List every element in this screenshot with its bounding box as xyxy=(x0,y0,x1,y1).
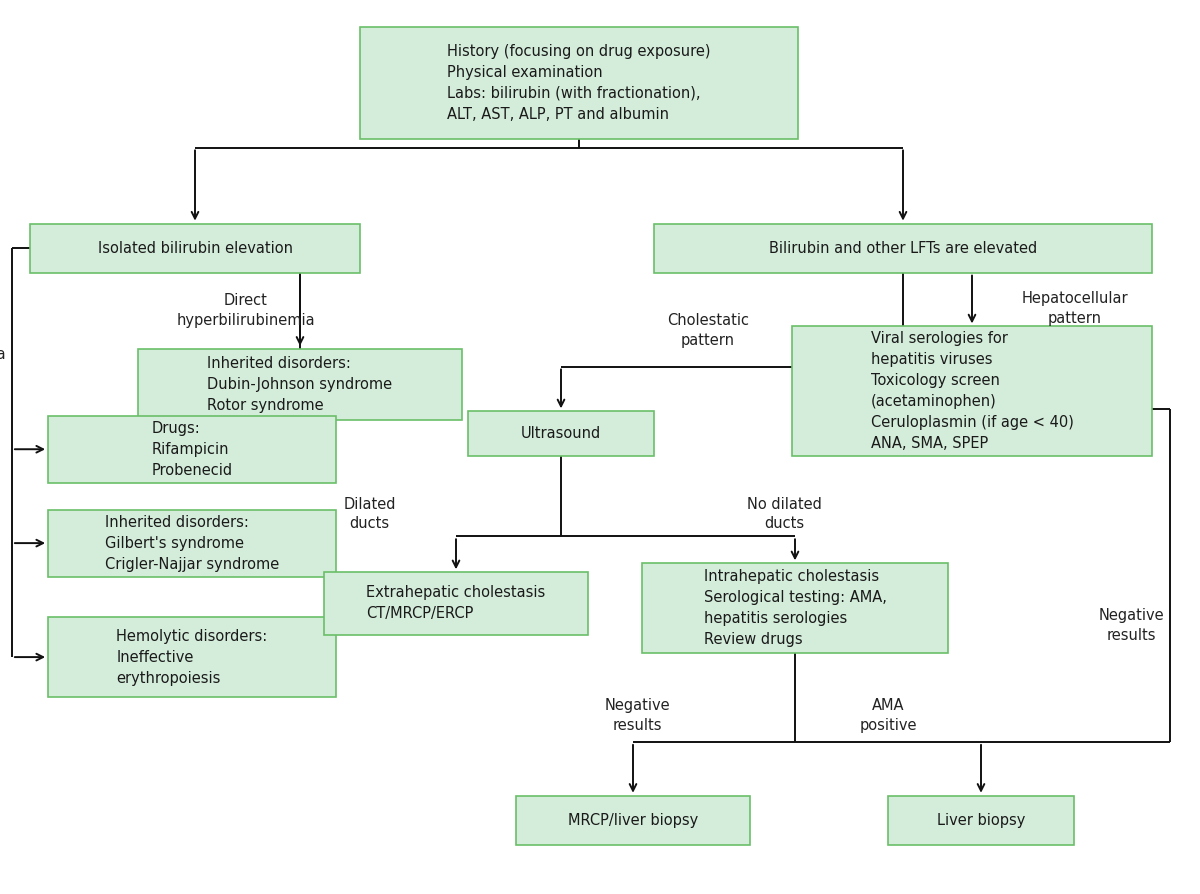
Text: AMA
positive: AMA positive xyxy=(859,698,917,732)
FancyBboxPatch shape xyxy=(516,796,750,845)
Text: Extrahepatic cholestasis
CT/MRCP/ERCP: Extrahepatic cholestasis CT/MRCP/ERCP xyxy=(366,586,546,621)
Text: Negative
results: Negative results xyxy=(605,698,671,732)
FancyBboxPatch shape xyxy=(792,326,1152,456)
Text: Hemolytic disorders:
Ineffective
erythropoiesis: Hemolytic disorders: Ineffective erythro… xyxy=(116,628,268,686)
FancyBboxPatch shape xyxy=(468,411,654,456)
FancyBboxPatch shape xyxy=(48,510,336,577)
Text: MRCP/liver biopsy: MRCP/liver biopsy xyxy=(568,813,698,828)
FancyBboxPatch shape xyxy=(654,224,1152,273)
FancyBboxPatch shape xyxy=(888,796,1074,845)
Text: Direct
hyperbilirubinemia: Direct hyperbilirubinemia xyxy=(176,293,316,328)
Text: Negative
results: Negative results xyxy=(1098,609,1164,643)
Text: Dilated
ducts: Dilated ducts xyxy=(343,497,396,531)
Text: Viral serologies for
hepatitis viruses
Toxicology screen
(acetaminophen)
Cerulop: Viral serologies for hepatitis viruses T… xyxy=(870,331,1074,451)
FancyBboxPatch shape xyxy=(360,27,798,139)
Text: Inherited disorders:
Gilbert's syndrome
Crigler-Najjar syndrome: Inherited disorders: Gilbert's syndrome … xyxy=(104,515,280,571)
FancyBboxPatch shape xyxy=(48,416,336,483)
Text: Cholestatic
pattern: Cholestatic pattern xyxy=(667,314,749,348)
Text: Inherited disorders:
Dubin-Johnson syndrome
Rotor syndrome: Inherited disorders: Dubin-Johnson syndr… xyxy=(208,356,392,413)
Text: Bilirubin and other LFTs are elevated: Bilirubin and other LFTs are elevated xyxy=(769,240,1037,256)
Text: Hepatocellular
pattern: Hepatocellular pattern xyxy=(1021,291,1128,325)
Text: Indirect
hyperbilirubinemia: Indirect hyperbilirubinemia xyxy=(0,327,6,361)
Text: Ultrasound: Ultrasound xyxy=(521,426,601,441)
Text: History (focusing on drug exposure)
Physical examination
Labs: bilirubin (with f: History (focusing on drug exposure) Phys… xyxy=(448,44,710,122)
Text: Isolated bilirubin elevation: Isolated bilirubin elevation xyxy=(97,240,293,256)
FancyBboxPatch shape xyxy=(138,349,462,420)
Text: No dilated
ducts: No dilated ducts xyxy=(748,497,822,531)
FancyBboxPatch shape xyxy=(324,572,588,635)
FancyBboxPatch shape xyxy=(30,224,360,273)
Text: Drugs:
Rifampicin
Probenecid: Drugs: Rifampicin Probenecid xyxy=(151,421,233,477)
Text: Intrahepatic cholestasis
Serological testing: AMA,
hepatitis serologies
Review d: Intrahepatic cholestasis Serological tes… xyxy=(703,569,887,647)
Text: Liver biopsy: Liver biopsy xyxy=(937,813,1025,828)
FancyBboxPatch shape xyxy=(48,617,336,697)
FancyBboxPatch shape xyxy=(642,563,948,653)
